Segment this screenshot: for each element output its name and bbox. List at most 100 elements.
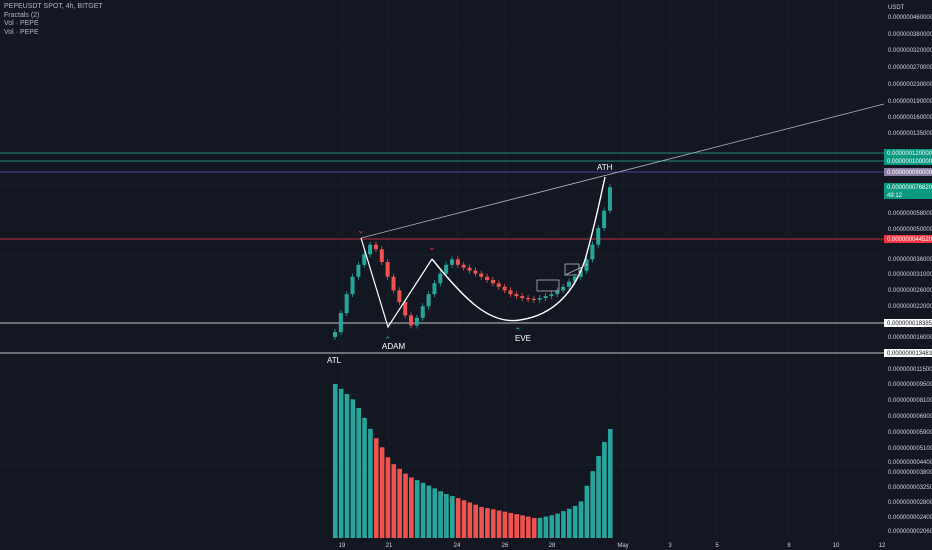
volume-bar[interactable] (555, 513, 560, 538)
candle-body[interactable] (438, 273, 443, 284)
volume-bar[interactable] (438, 491, 443, 538)
volume-bar[interactable] (578, 501, 584, 538)
time-axis[interactable]: 19 21 24 26 28 May 3 5 8 10 12 (339, 543, 886, 549)
candle-body[interactable] (490, 279, 495, 284)
volume-bar[interactable] (368, 428, 373, 538)
volume-bar[interactable] (590, 471, 595, 538)
volume-bar[interactable] (455, 498, 461, 538)
candle-body[interactable] (333, 332, 337, 337)
candle-body[interactable] (362, 254, 367, 265)
candle-body[interactable] (444, 264, 449, 274)
candle-body[interactable] (403, 302, 408, 316)
candle-body[interactable] (572, 276, 577, 282)
volume-bar[interactable] (397, 468, 402, 538)
adam-pattern-line[interactable] (360, 237, 433, 329)
price-badge[interactable] (884, 157, 932, 165)
candle-body[interactable] (543, 296, 548, 299)
candle-body[interactable] (455, 259, 460, 265)
candle-body[interactable] (508, 290, 513, 295)
price-badge[interactable] (884, 349, 932, 357)
flag-line[interactable] (564, 263, 589, 276)
volume-bar[interactable] (333, 384, 338, 538)
candle-body[interactable] (356, 264, 361, 277)
volume-bar[interactable] (450, 496, 455, 538)
candle-body[interactable] (590, 244, 595, 260)
trend-line[interactable] (360, 103, 885, 239)
symbol-title[interactable]: PEPEUSDT SPOT, 4h, BITGET (4, 3, 103, 10)
candle-body[interactable] (537, 298, 542, 300)
candle-body[interactable] (578, 270, 583, 277)
candle-body[interactable] (549, 294, 554, 297)
candle-body[interactable] (555, 290, 560, 295)
candle-body[interactable] (485, 276, 490, 280)
volume-bar[interactable] (403, 473, 408, 538)
volume-bar[interactable] (502, 511, 508, 538)
volume-bar[interactable] (584, 485, 590, 538)
volume-bar[interactable] (350, 399, 356, 538)
volume-bar[interactable] (602, 442, 607, 538)
candle-body[interactable] (432, 283, 437, 295)
candle-body[interactable] (368, 244, 373, 255)
volume-bar[interactable] (485, 508, 490, 538)
indicator-fractals[interactable]: Fractals (2) (4, 11, 40, 19)
volume-bar[interactable] (473, 504, 478, 538)
consolidation-box[interactable] (536, 279, 560, 292)
candle-body[interactable] (391, 276, 396, 291)
volume-bar[interactable] (391, 464, 397, 538)
volume-bar[interactable] (531, 517, 537, 538)
volume-bar[interactable] (508, 512, 514, 538)
volume-bar[interactable] (444, 494, 449, 538)
candle-body[interactable] (567, 281, 571, 287)
candle-body[interactable] (561, 286, 566, 291)
volume-bar[interactable] (561, 511, 566, 538)
price-axis[interactable]: USDT 0.000000460000 0.000000380000 0.00000… (884, 5, 932, 535)
candle-body[interactable] (461, 264, 466, 268)
candle-body[interactable] (514, 294, 519, 297)
candle-body[interactable] (526, 298, 531, 300)
candle-body[interactable] (531, 298, 536, 301)
candle-body[interactable] (607, 187, 612, 211)
price-badge[interactable] (884, 319, 932, 327)
candle-body[interactable] (467, 267, 472, 271)
price-badge[interactable] (884, 168, 932, 176)
consolidation-box-2[interactable] (564, 263, 580, 276)
volume-bar[interactable] (543, 516, 549, 538)
candle-body[interactable] (397, 290, 402, 303)
volume-bar[interactable] (520, 515, 525, 538)
price-badge[interactable] (884, 183, 932, 199)
volume-bar[interactable] (572, 505, 578, 538)
volume-bar[interactable] (567, 508, 572, 538)
volume-bar[interactable] (461, 500, 467, 538)
candle-body[interactable] (473, 270, 478, 274)
price-badge[interactable] (884, 235, 932, 243)
candle-body[interactable] (520, 296, 525, 299)
candle-body[interactable] (602, 210, 607, 229)
eve-cup-curve[interactable] (431, 176, 606, 322)
candle-body[interactable] (414, 317, 419, 326)
candle-body[interactable] (496, 283, 501, 287)
candle-body[interactable] (420, 306, 425, 318)
candle-body[interactable] (350, 276, 355, 295)
volume-bar[interactable] (496, 510, 502, 538)
indicator-volume-1[interactable]: Vol · PEPE (4, 20, 39, 27)
volume-bar[interactable] (344, 393, 350, 538)
candle-body[interactable] (379, 249, 384, 263)
price-badge[interactable] (884, 149, 932, 157)
volume-bar[interactable] (409, 477, 414, 538)
volume-bar[interactable] (537, 517, 543, 538)
candle-body[interactable] (385, 262, 390, 277)
candle-body[interactable] (426, 294, 431, 307)
candle-body[interactable] (373, 244, 378, 250)
volume-bar[interactable] (432, 488, 438, 538)
volume-bar[interactable] (479, 506, 484, 538)
volume-bar[interactable] (596, 456, 601, 538)
volume-bar[interactable] (414, 480, 420, 538)
candle-body[interactable] (450, 259, 454, 265)
volume-bar[interactable] (490, 509, 496, 538)
volume-bar[interactable] (549, 515, 555, 538)
volume-bar[interactable] (379, 447, 385, 538)
annotation-eve[interactable]: EVE (515, 334, 531, 343)
volume-bar[interactable] (607, 428, 613, 538)
volume-bar[interactable] (385, 457, 391, 538)
volume-bar[interactable] (514, 514, 519, 538)
